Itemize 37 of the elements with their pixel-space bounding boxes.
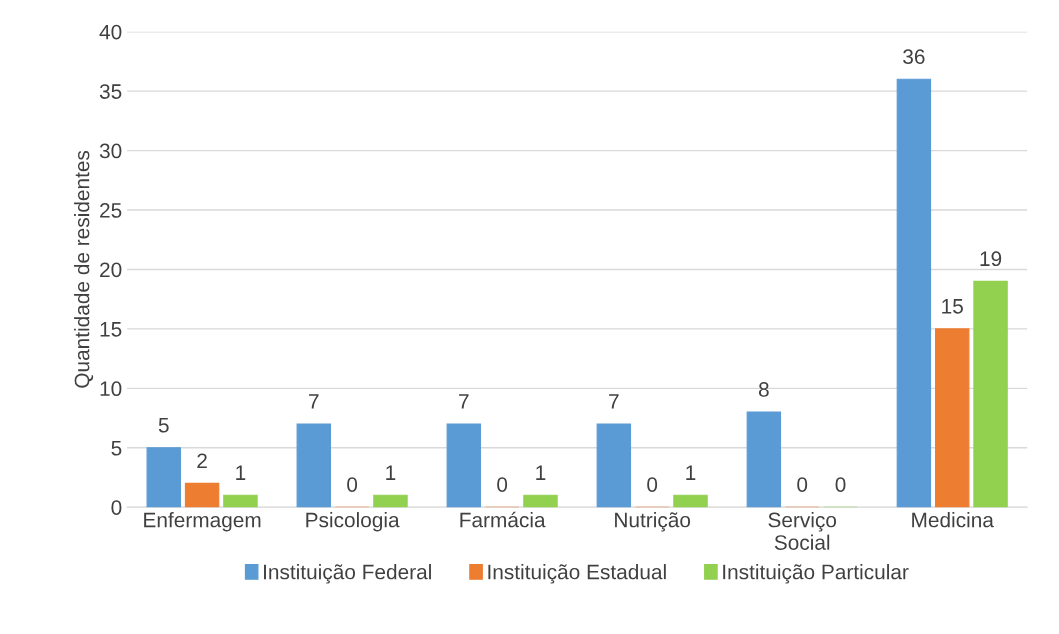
y-tick-label: 35 bbox=[99, 84, 122, 99]
y-axis-title: Quantidade de residentes bbox=[74, 150, 94, 388]
x-tick-label: Medicina bbox=[912, 512, 994, 528]
legend-label: Instituição Estadual bbox=[488, 564, 666, 584]
data-label: 7 bbox=[459, 394, 469, 409]
data-label: 7 bbox=[309, 394, 319, 409]
x-tick-label: Psicologia bbox=[306, 512, 400, 532]
y-tick-label: 0 bbox=[111, 500, 122, 515]
data-label: 36 bbox=[903, 49, 925, 65]
y-tick-label: 30 bbox=[99, 143, 122, 159]
y-tick-label: 5 bbox=[111, 440, 122, 456]
y-tick-label: 20 bbox=[100, 262, 122, 278]
data-label: 0 bbox=[835, 477, 846, 492]
y-tick-label: 10 bbox=[100, 381, 122, 397]
x-tick-label: Enfermagem bbox=[144, 512, 261, 532]
x-tick-label: Farmácia bbox=[460, 511, 546, 528]
x-tick-label: Serviço Social bbox=[768, 512, 837, 550]
x-tick-label: Nutrição bbox=[615, 512, 691, 532]
data-label: 1 bbox=[236, 465, 246, 480]
y-tick-label: 40 bbox=[99, 24, 122, 40]
data-label: 0 bbox=[797, 477, 808, 492]
legend-label: Instituição Particular bbox=[723, 564, 909, 584]
data-label: 7 bbox=[609, 394, 619, 409]
y-tick-label: 15 bbox=[100, 322, 122, 337]
data-label: 8 bbox=[758, 382, 769, 397]
data-label: 15 bbox=[942, 299, 963, 314]
legend-label: Instituição Federal bbox=[264, 564, 431, 584]
data-label: 2 bbox=[197, 453, 207, 468]
data-label: 1 bbox=[386, 465, 396, 480]
data-label: 0 bbox=[347, 477, 358, 492]
data-label: 1 bbox=[536, 465, 546, 480]
data-label: 5 bbox=[158, 418, 169, 433]
data-label: 19 bbox=[980, 251, 1002, 267]
data-label: 0 bbox=[647, 477, 658, 492]
y-tick-label: 25 bbox=[100, 203, 122, 218]
data-label: 1 bbox=[686, 465, 696, 480]
data-label: 0 bbox=[497, 477, 508, 492]
